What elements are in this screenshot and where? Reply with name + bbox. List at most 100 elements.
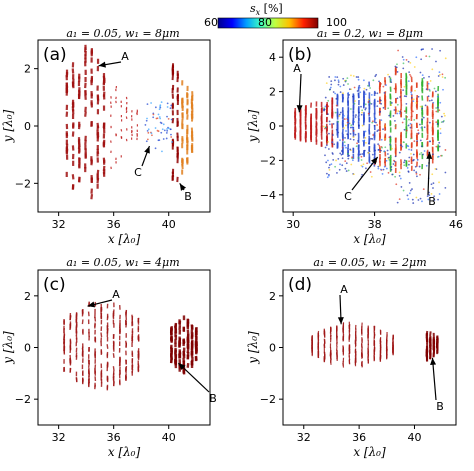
bunch-stripe	[65, 69, 69, 178]
bunch-stripe	[342, 322, 345, 368]
annotation-b: B	[426, 151, 436, 208]
colorbar-label: sx [%]	[250, 2, 283, 17]
bunch-stripe	[190, 324, 194, 368]
bunch-stripe	[77, 73, 81, 183]
y-tick-label: 0	[24, 120, 31, 133]
x-tick-label: 30	[286, 218, 300, 231]
y-tick-label: −2	[15, 177, 31, 190]
bunch-stripe	[81, 308, 84, 385]
bunch-stripe	[176, 70, 179, 183]
annotation-label: B	[184, 190, 192, 203]
plot-area	[294, 48, 447, 204]
bunch-stripe	[317, 330, 320, 359]
annotation-label: A	[340, 283, 348, 296]
y-tick-label: 2	[24, 63, 31, 76]
x-tick-label: 46	[449, 218, 463, 231]
bunch-stripe	[112, 302, 115, 387]
scatter-cloud	[322, 48, 447, 204]
y-tick-label: 2	[24, 290, 31, 303]
bunch-stripe	[87, 301, 90, 388]
bunch-stripe	[174, 322, 178, 369]
bunch-stripe	[190, 91, 194, 153]
bunch-stripe	[110, 96, 112, 170]
y-axis-label: y [λ₀]	[1, 109, 15, 143]
bunch-stripe	[378, 82, 381, 167]
bunch-stripe	[429, 331, 432, 360]
bunch-stripe	[181, 80, 184, 175]
bunch-stripe	[336, 325, 338, 361]
y-tick-label: 0	[269, 120, 276, 133]
bunch-stripe	[130, 110, 133, 140]
x-tick-label: 32	[297, 431, 311, 444]
x-tick-label: 40	[162, 431, 176, 444]
panel-title: a₁ = 0.05, w₁ = 8μm	[66, 27, 179, 40]
annotation-arrow	[431, 357, 437, 401]
y-axis-label: y [λ₀]	[246, 331, 260, 365]
y-tick-label: −2	[260, 393, 276, 406]
plot-area	[63, 301, 198, 391]
colorbar: sx [%] 60 80 100	[204, 2, 347, 29]
plot-area	[311, 321, 439, 368]
bunch-stripe	[348, 321, 351, 365]
panel-d: 32 36 40 2 0 −2 x [λ₀] y [λ₀] a₁ = 0.05, w₁ = 2μ…	[246, 256, 457, 459]
x-tick-label: 32	[52, 431, 66, 444]
bunch-stripe	[131, 314, 134, 376]
arrow-head	[87, 301, 96, 308]
annotation-label: B	[428, 195, 436, 208]
bunch-stripe	[425, 330, 429, 362]
panel-title: a₁ = 0.2, w₁ = 8μm	[317, 27, 423, 40]
bunch-stripe	[385, 331, 388, 360]
panel-title: a₁ = 0.05, w₁ = 4μm	[66, 256, 179, 269]
axes-frame	[37, 39, 211, 213]
annotation-b: B	[177, 362, 217, 405]
bunch-stripe	[169, 326, 174, 364]
colorbar-tick-100: 100	[326, 16, 347, 29]
bunch-stripe	[71, 62, 75, 190]
bunch-stripe	[323, 328, 326, 363]
bunch-stripe	[120, 100, 123, 158]
y-tick-label: 2	[269, 86, 276, 99]
bunch-stripe	[437, 85, 440, 152]
bunch-stripe	[426, 81, 429, 157]
annotation-label: A	[112, 288, 120, 301]
annotation-c: C	[134, 145, 151, 179]
bunch-stripe	[137, 317, 140, 373]
y-tick-label: 4	[269, 51, 276, 64]
bunch-stripe	[136, 109, 139, 141]
annotation-label: A	[121, 50, 129, 63]
annotation-label: B	[436, 400, 444, 413]
bunch-stripe	[367, 325, 370, 364]
y-tick-label: 0	[269, 342, 276, 355]
panel-label: (a)	[43, 45, 67, 65]
arrow-head	[296, 105, 303, 113]
y-axis-label: y [λ₀]	[1, 331, 15, 365]
bunch-stripe	[329, 326, 332, 365]
y-tick-label: −2	[260, 154, 276, 167]
x-axis-label: x [λ₀]	[108, 445, 141, 459]
arrow-head	[430, 357, 437, 366]
bunch-stripe	[392, 334, 394, 356]
bunch-stripe	[69, 312, 72, 373]
x-tick-label: 38	[368, 218, 382, 231]
y-axis-label: y [λ₀]	[246, 109, 260, 143]
colorbar-tick-80: 80	[258, 16, 272, 29]
x-tick-label: 36	[352, 431, 366, 444]
bunch-stripe	[102, 73, 106, 177]
x-axis-label: x [λ₀]	[353, 445, 386, 459]
annotation-a: A	[293, 62, 303, 113]
arrow-head	[426, 151, 433, 159]
x-tick-label: 40	[162, 218, 176, 231]
annotation-b: B	[179, 183, 192, 203]
panel-label: (d)	[288, 275, 312, 295]
panel-label: (b)	[288, 45, 312, 65]
annotation-a: A	[98, 50, 129, 68]
bunch-stripe	[194, 327, 198, 362]
x-tick-label: 32	[52, 218, 66, 231]
bunch-stripe	[106, 303, 109, 391]
annotation-b: B	[430, 357, 444, 413]
bunch-stripe	[432, 332, 436, 358]
panel-a: 32 36 40 2 0 −2 x [λ₀] y [λ₀] a₁ = 0.05, w₁ = 8μ…	[1, 27, 211, 246]
bunch-stripe	[186, 85, 189, 165]
colorbar-gradient	[217, 17, 319, 29]
